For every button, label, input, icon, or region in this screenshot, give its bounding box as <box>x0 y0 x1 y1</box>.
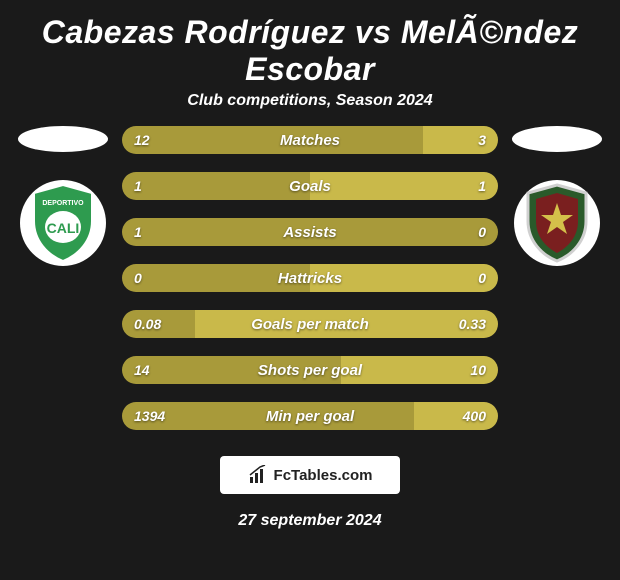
chart-icon <box>248 465 268 485</box>
stat-label: Goals <box>122 178 498 195</box>
stat-label: Min per goal <box>122 408 498 425</box>
stat-label: Goals per match <box>122 316 498 333</box>
left-ellipse <box>18 126 108 152</box>
page-title: Cabezas Rodríguez vs MelÃ©ndez Escobar <box>0 0 620 92</box>
left-team-badge: DEPORTIVO CALI <box>20 180 106 266</box>
stat-label: Matches <box>122 132 498 149</box>
stat-row: 123Matches <box>122 126 498 154</box>
brand-badge[interactable]: FcTables.com <box>220 456 400 494</box>
svg-text:CALI: CALI <box>47 220 80 236</box>
stat-row: 11Goals <box>122 172 498 200</box>
stat-row: 00Hattricks <box>122 264 498 292</box>
date-text: 27 september 2024 <box>0 512 620 530</box>
stat-label: Shots per goal <box>122 362 498 379</box>
right-ellipse <box>512 126 602 152</box>
stat-label: Hattricks <box>122 270 498 287</box>
stat-row: 10Assists <box>122 218 498 246</box>
left-side: DEPORTIVO CALI <box>8 126 118 266</box>
stat-label: Assists <box>122 224 498 241</box>
stat-bars: 123Matches 11Goals 10Assists 00Hattricks 0.0… <box>118 126 502 430</box>
right-side <box>502 126 612 266</box>
stat-row: 1410Shots per goal <box>122 356 498 384</box>
brand-text: FcTables.com <box>274 467 373 484</box>
page-subtitle: Club competitions, Season 2024 <box>0 92 620 126</box>
comparison-panel: DEPORTIVO CALI 123Matches 11Goals 10Assist… <box>0 126 620 430</box>
stat-row: 1394400Min per goal <box>122 402 498 430</box>
stat-row: 0.080.33Goals per match <box>122 310 498 338</box>
svg-text:DEPORTIVO: DEPORTIVO <box>42 200 84 207</box>
right-team-badge <box>514 180 600 266</box>
